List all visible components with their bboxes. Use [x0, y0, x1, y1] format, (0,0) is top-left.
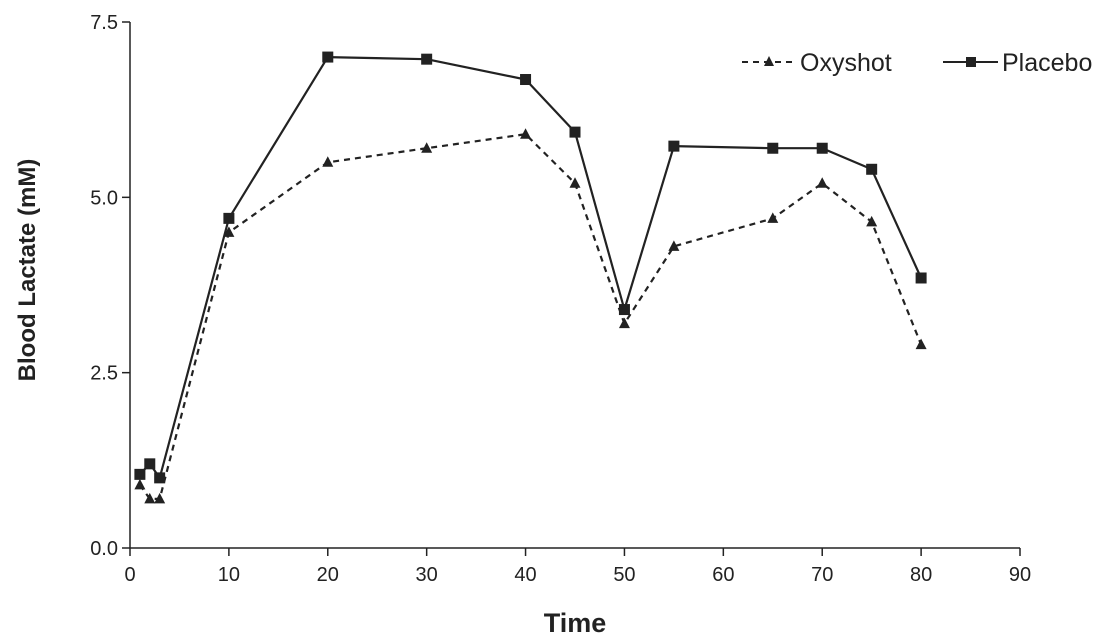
y-tick-label: 2.5	[90, 363, 118, 385]
y-tick-label: 5.0	[90, 187, 118, 209]
oxyshot-point	[322, 156, 334, 167]
legend: Oxyshot Placebo	[742, 49, 1092, 77]
oxyshot-point	[668, 240, 680, 251]
placebo-series-line	[139, 55, 923, 479]
x-tick-label: 40	[514, 564, 536, 586]
x-tick-label: 60	[712, 564, 734, 586]
placebo-point	[520, 74, 532, 86]
oxyshot-point	[816, 177, 828, 188]
oxyshot-point	[915, 338, 927, 350]
x-tick-label: 80	[910, 564, 932, 586]
placebo-point	[569, 126, 581, 138]
oxyshot-point	[866, 215, 878, 227]
oxyshot-point	[223, 226, 235, 237]
placebo-point	[866, 163, 878, 175]
oxyshot-point	[421, 142, 433, 153]
oxyshot-point	[134, 478, 146, 490]
y-axis-title: Blood Lactate (mM)	[14, 159, 41, 382]
y-tick-label: 7.5	[90, 12, 118, 34]
x-tick-label: 20	[317, 564, 339, 586]
legend-oxyshot-marker	[764, 56, 774, 66]
placebo-point	[421, 53, 433, 65]
oxyshot-point	[767, 212, 779, 223]
x-ticks: 0 10 20 30 40 50 60 70 80 90	[124, 548, 1031, 586]
legend-oxyshot-label: Oxyshot	[800, 49, 892, 77]
axes	[129, 22, 1020, 549]
legend-placebo-label: Placebo	[1002, 49, 1092, 77]
oxyshot-point	[520, 128, 532, 139]
series-layer	[134, 51, 927, 504]
x-axis-title: Time	[544, 608, 607, 638]
oxyshot-point	[154, 492, 166, 504]
placebo-point	[223, 212, 235, 224]
x-tick-label: 70	[811, 564, 833, 586]
x-tick-label: 0	[124, 564, 135, 586]
x-tick-label: 30	[416, 564, 438, 586]
placebo-point	[322, 51, 334, 63]
legend-placebo-marker	[966, 57, 976, 67]
x-tick-label: 50	[613, 564, 635, 586]
placebo-point	[618, 304, 630, 316]
oxyshot-point	[144, 492, 156, 504]
y-ticks: 0.0 2.5 5.0 7.5	[90, 12, 130, 560]
oxyshot-series-line	[139, 133, 923, 500]
oxyshot-point	[569, 177, 581, 188]
placebo-point	[816, 142, 828, 154]
placebo-point	[668, 140, 680, 152]
x-tick-label: 10	[218, 564, 240, 586]
placebo-point	[767, 142, 779, 154]
oxyshot-point	[618, 317, 630, 329]
y-tick-label: 0.0	[90, 538, 118, 560]
placebo-point	[915, 272, 927, 284]
placebo-point	[144, 458, 156, 470]
x-tick-label: 90	[1009, 564, 1031, 586]
placebo-point	[154, 472, 166, 484]
placebo-point	[134, 468, 146, 480]
